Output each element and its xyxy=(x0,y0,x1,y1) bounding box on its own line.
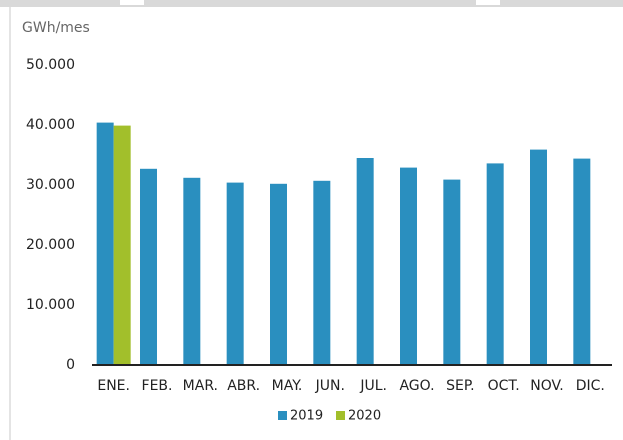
bar xyxy=(530,149,547,365)
y-tick-label: 40.000 xyxy=(26,117,75,133)
y-tick-label: 0 xyxy=(66,357,75,373)
legend-swatch xyxy=(336,411,345,420)
y-tick-label: 50.000 xyxy=(26,57,75,73)
bar xyxy=(183,177,201,365)
bar xyxy=(226,182,244,365)
bar xyxy=(113,125,131,365)
y-tick-label: 20.000 xyxy=(26,237,75,253)
x-tick-label: JUL. xyxy=(359,378,387,394)
x-tick-label: OCT. xyxy=(488,378,520,394)
top-bar xyxy=(0,0,623,7)
x-tick-label: SEP. xyxy=(446,378,474,394)
y-tick-label: 30.000 xyxy=(26,177,75,193)
bar xyxy=(270,183,287,365)
bar xyxy=(356,158,374,365)
x-tick-label: NOV. xyxy=(530,378,563,394)
x-tick-label: MAR. xyxy=(183,378,218,394)
x-tick-label: JUN. xyxy=(315,378,345,394)
bar xyxy=(96,122,114,365)
y-axis-label: GWh/mes xyxy=(22,20,90,36)
x-tick-label: AGO. xyxy=(399,378,434,394)
bar xyxy=(573,158,591,365)
x-tick-label: FEB. xyxy=(142,378,173,394)
x-tick-label: MAY. xyxy=(272,378,303,394)
bar xyxy=(486,163,504,365)
legend-label: 2020 xyxy=(348,409,381,424)
legend-swatch xyxy=(278,411,287,420)
bar xyxy=(400,167,417,365)
top-tab xyxy=(120,0,144,5)
x-tick-label: ENE. xyxy=(97,378,130,394)
top-tab xyxy=(476,0,500,5)
y-tick-label: 10.000 xyxy=(26,297,75,313)
x-tick-label: DIC. xyxy=(576,378,605,394)
bar xyxy=(140,168,157,365)
legend-label: 2019 xyxy=(290,409,323,424)
x-tick-label: ABR. xyxy=(227,378,260,394)
bar xyxy=(443,179,461,365)
bar xyxy=(313,180,331,365)
